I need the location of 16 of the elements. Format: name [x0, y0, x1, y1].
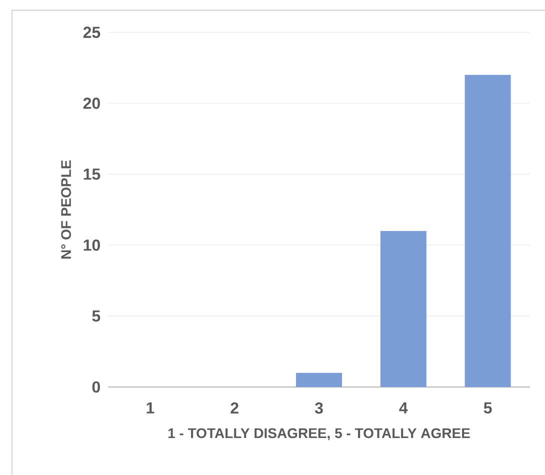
y-tick-label: 5 — [92, 310, 100, 322]
y-tick-label: 15 — [84, 168, 100, 180]
y-tick-label: 10 — [84, 239, 100, 251]
y-tick-label: 25 — [83, 26, 100, 38]
x-tick-label: 4 — [399, 402, 408, 414]
x-tick-label: 3 — [314, 402, 323, 414]
x-axis-title: 1 - TOTALLY DISAGREE, 5 - TOTALLY AGREE — [168, 428, 470, 440]
x-tick-label: 5 — [484, 402, 492, 414]
x-tick-label: 2 — [230, 402, 238, 414]
bar — [296, 372, 342, 387]
y-axis-title: N° OF PEOPLE — [61, 160, 72, 259]
x-tick-label: 1 — [146, 402, 154, 414]
bar — [464, 74, 511, 387]
y-tick-label: 0 — [92, 381, 100, 393]
y-tick-label: 20 — [83, 98, 100, 109]
bar — [380, 230, 426, 387]
